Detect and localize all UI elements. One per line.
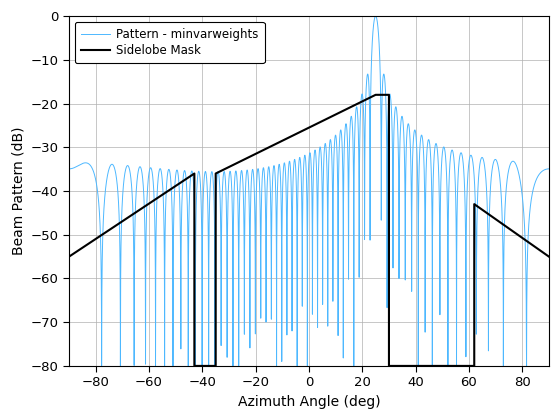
Y-axis label: Beam Pattern (dB): Beam Pattern (dB): [11, 127, 25, 255]
Pattern - minvarweights: [520, 200, 526, 205]
Pattern - minvarweights: [545, 166, 552, 171]
Pattern - minvarweights: [525, 221, 532, 226]
Sidelobe Mask: [386, 92, 393, 97]
Pattern - minvarweights: [430, 169, 437, 174]
Line: Sidelobe Mask: Sidelobe Mask: [69, 95, 549, 366]
Sidelobe Mask: [372, 92, 379, 97]
Pattern - minvarweights: [372, 13, 379, 18]
Sidelobe Mask: [386, 363, 393, 368]
Sidelobe Mask: [471, 363, 478, 368]
Sidelobe Mask: [212, 171, 219, 176]
Legend: Pattern - minvarweights, Sidelobe Mask: Pattern - minvarweights, Sidelobe Mask: [75, 22, 264, 63]
Sidelobe Mask: [191, 171, 198, 176]
X-axis label: Azimuth Angle (deg): Azimuth Angle (deg): [237, 395, 380, 409]
Sidelobe Mask: [471, 202, 478, 207]
Sidelobe Mask: [212, 363, 219, 368]
Sidelobe Mask: [191, 363, 198, 368]
Line: Pattern - minvarweights: Pattern - minvarweights: [69, 16, 549, 366]
Sidelobe Mask: [545, 254, 552, 259]
Sidelobe Mask: [66, 254, 72, 259]
Pattern - minvarweights: [98, 363, 105, 368]
Pattern - minvarweights: [293, 179, 300, 184]
Pattern - minvarweights: [229, 202, 236, 207]
Pattern - minvarweights: [66, 166, 72, 171]
Pattern - minvarweights: [417, 145, 423, 150]
